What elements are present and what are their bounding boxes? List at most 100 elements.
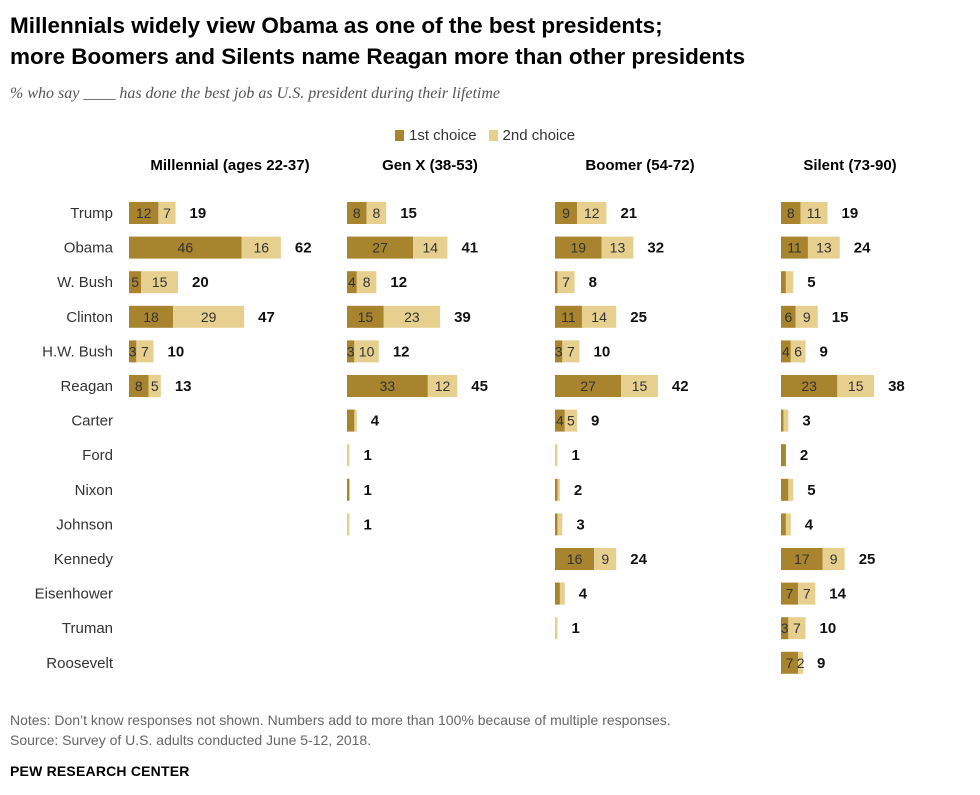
bar-second-millennial-w-bush <box>141 271 178 294</box>
label-first-silent-h-w-bush: 4 <box>782 343 790 359</box>
label-first-boomer-kennedy: 16 <box>567 551 583 567</box>
bar-second-gen-clinton <box>383 305 441 328</box>
category-label-carter: Carter <box>71 413 113 430</box>
label-total-gen-carter: 4 <box>371 413 380 430</box>
bar-first-silent-clinton <box>781 305 796 328</box>
label-total-boomer-truman: 1 <box>571 620 579 637</box>
category-label-obama: Obama <box>64 240 114 257</box>
label-second-silent-reagan: 15 <box>848 378 864 394</box>
bar-second-boomer-trump <box>577 202 607 224</box>
category-label-ford: Ford <box>82 447 113 464</box>
bar-first-silent-truman <box>781 617 789 640</box>
label-first-gen-w-bush: 4 <box>348 274 356 290</box>
bar-second-silent-truman <box>788 617 806 640</box>
bar-first-gen-obama <box>347 236 414 259</box>
bar-first-gen-reagan <box>347 375 428 397</box>
bar-second-boomer-kennedy <box>594 548 617 570</box>
bar-first-gen-h-w-bush <box>347 340 355 363</box>
label-second-silent-truman: 7 <box>793 620 801 636</box>
label-first-boomer-clinton: 11 <box>561 309 576 325</box>
bar-first-boomer-h-w-bush <box>555 340 563 363</box>
label-first-boomer-h-w-bush: 3 <box>555 343 563 359</box>
label-first-silent-roosevelt: 7 <box>786 655 794 671</box>
label-total-boomer-kennedy: 24 <box>630 551 647 568</box>
legend-label-second: 2nd choice <box>502 127 576 144</box>
bar-first-millennial-w-bush <box>129 271 142 294</box>
label-total-boomer-johnson: 3 <box>576 516 584 533</box>
bar-second-gen-carter <box>354 409 357 432</box>
bar-second-silent-reagan <box>837 375 875 397</box>
bar-second-boomer-nixon <box>557 478 560 501</box>
label-total-silent-h-w-bush: 9 <box>820 343 828 360</box>
label-second-boomer-carter: 5 <box>567 413 575 429</box>
bar-second-silent-w-bush <box>785 271 794 294</box>
label-total-silent-obama: 24 <box>854 240 871 257</box>
label-total-gen-johnson: 1 <box>363 516 371 533</box>
panel-title-boomer: Boomer (54-72) <box>585 157 694 174</box>
category-label-w-bush: W. Bush <box>57 274 113 291</box>
bar-second-millennial-trump <box>158 202 176 224</box>
label-second-boomer-trump: 12 <box>584 205 600 221</box>
bar-second-gen-w-bush <box>356 271 377 294</box>
category-label-reagan: Reagan <box>60 378 113 395</box>
label-total-boomer-trump: 21 <box>620 205 637 222</box>
bar-second-silent-roosevelt <box>798 651 804 674</box>
label-second-silent-roosevelt: 2 <box>797 655 805 671</box>
source-text: Source: Survey of U.S. adults conducted … <box>10 732 372 748</box>
bar-second-silent-trump <box>800 202 828 224</box>
bar-first-silent-johnson <box>781 513 786 536</box>
label-first-gen-clinton: 15 <box>358 309 374 325</box>
org-credit: PEW RESEARCH CENTER <box>10 763 190 779</box>
bar-second-boomer-johnson <box>557 513 563 536</box>
panel-title-silent: Silent (73-90) <box>803 157 896 174</box>
label-second-millennial-obama: 16 <box>254 240 270 256</box>
bar-first-silent-obama <box>781 236 808 259</box>
label-first-gen-obama: 27 <box>372 240 388 256</box>
bar-first-boomer-clinton <box>555 305 582 328</box>
label-total-boomer-h-w-bush: 10 <box>594 343 611 360</box>
bar-first-boomer-eisenhower <box>555 582 560 605</box>
label-second-millennial-trump: 7 <box>163 205 171 221</box>
label-total-silent-reagan: 38 <box>888 378 905 395</box>
label-total-gen-clinton: 39 <box>454 309 471 326</box>
label-first-boomer-carter: 4 <box>556 413 564 429</box>
label-second-silent-eisenhower: 7 <box>803 586 811 602</box>
bar-first-millennial-clinton <box>129 305 174 328</box>
label-total-silent-ford: 2 <box>800 447 808 464</box>
label-second-boomer-h-w-bush: 7 <box>567 343 575 359</box>
label-first-boomer-trump: 9 <box>562 205 570 221</box>
label-total-gen-ford: 1 <box>363 447 371 464</box>
label-second-millennial-reagan: 5 <box>151 378 159 394</box>
bar-second-boomer-clinton <box>581 305 617 328</box>
bar-second-boomer-obama <box>601 236 634 259</box>
label-first-boomer-reagan: 27 <box>580 378 596 394</box>
label-first-gen-trump: 8 <box>353 205 361 221</box>
bar-first-millennial-trump <box>129 202 159 224</box>
label-second-silent-clinton: 9 <box>803 309 811 325</box>
label-total-millennial-h-w-bush: 10 <box>168 343 185 360</box>
bar-second-boomer-eisenhower <box>559 582 565 605</box>
bar-second-silent-eisenhower <box>798 582 816 605</box>
bar-first-boomer-nixon <box>555 478 558 501</box>
label-second-silent-kennedy: 9 <box>830 551 838 567</box>
bar-second-millennial-obama <box>241 236 281 259</box>
label-total-gen-reagan: 45 <box>471 378 488 395</box>
legend-swatch-first <box>395 130 404 141</box>
bar-first-gen-clinton <box>347 305 384 328</box>
label-total-silent-eisenhower: 14 <box>829 586 846 603</box>
category-label-kennedy: Kennedy <box>54 551 114 568</box>
label-second-silent-obama: 13 <box>816 240 832 256</box>
category-label-trump: Trump <box>70 205 113 222</box>
label-total-boomer-clinton: 25 <box>630 309 647 326</box>
bar-second-gen-trump <box>366 202 387 224</box>
label-first-millennial-clinton: 18 <box>143 309 159 325</box>
bar-second-gen-reagan <box>427 375 458 397</box>
title-line-1: Millennials widely view Obama as one of … <box>10 13 663 38</box>
label-total-millennial-reagan: 13 <box>175 378 192 395</box>
category-label-truman: Truman <box>62 620 113 637</box>
bar-first-boomer-johnson <box>555 513 558 536</box>
bar-first-silent-nixon <box>781 478 789 501</box>
bar-second-gen-obama <box>413 236 448 259</box>
panel-title-gen: Gen X (38-53) <box>382 157 478 174</box>
notes-block: Notes: Don’t know responses not shown. N… <box>10 710 671 750</box>
